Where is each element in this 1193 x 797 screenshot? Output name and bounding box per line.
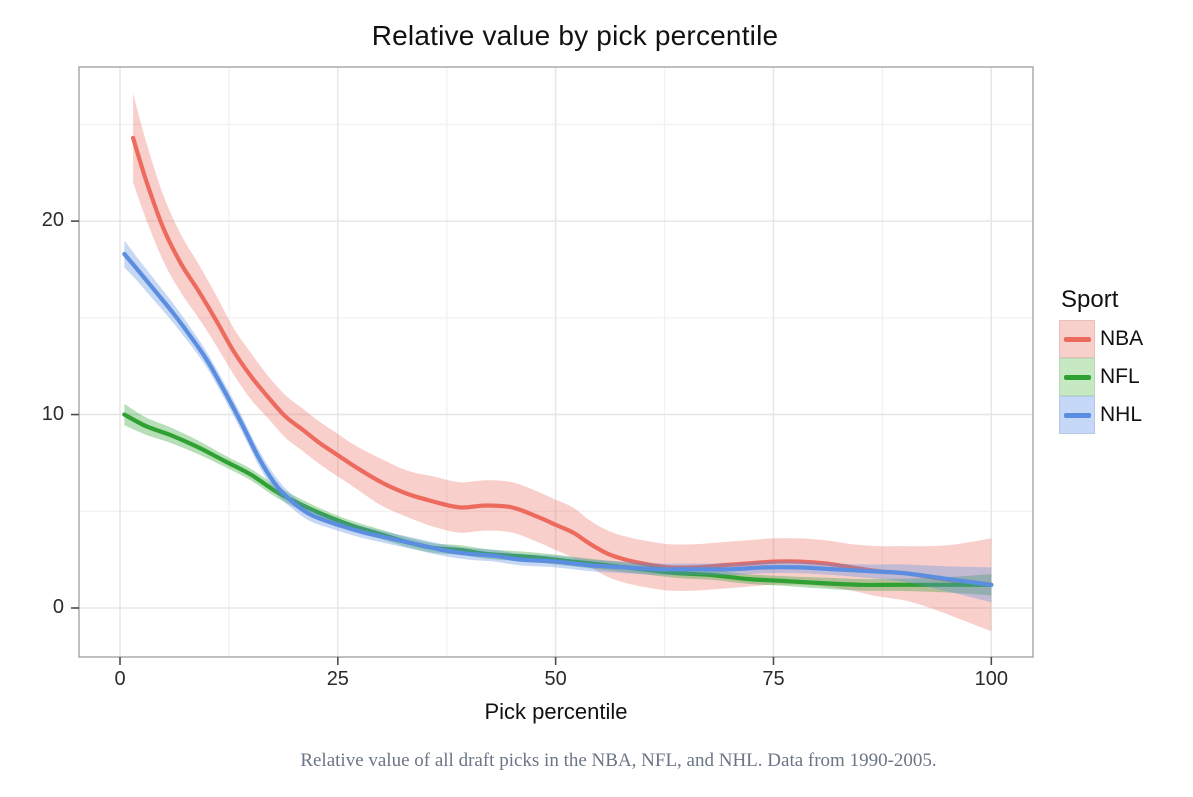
- y-tick-label: 10: [41, 402, 64, 425]
- y-tick-label: 20: [41, 209, 64, 232]
- x-axis-title: Pick percentile: [484, 699, 628, 724]
- legend-line-icon: [1063, 336, 1091, 342]
- confidence-band-nhl: [124, 240, 992, 603]
- legend-label: NHL: [1100, 403, 1143, 426]
- x-tick-label: 50: [544, 668, 567, 690]
- legend-title: Sport: [1061, 286, 1119, 313]
- figure-caption: Relative value of all draft picks in the…: [300, 750, 937, 771]
- x-tick-label: 0: [114, 668, 126, 690]
- legend-swatch-icon: [1059, 396, 1095, 434]
- legend-line-icon: [1063, 412, 1091, 418]
- legend-swatch-icon: [1059, 320, 1095, 358]
- legend-key-nba: NBA: [1059, 320, 1143, 358]
- x-tick-label: 75: [762, 668, 785, 690]
- trend-line-nba: [130, 135, 994, 587]
- x-tick-label: 25: [326, 668, 349, 690]
- legend-label: NFL: [1100, 365, 1140, 388]
- x-tick-label: 100: [974, 668, 1008, 690]
- legend-key-nfl: NFL: [1059, 358, 1143, 396]
- y-tick-label: 0: [52, 596, 64, 618]
- chart-title: Relative value by pick percentile: [371, 20, 779, 51]
- confidence-band-nfl: [124, 403, 992, 596]
- legend-swatch-icon: [1059, 358, 1095, 396]
- legend-key-nhl: NHL: [1059, 396, 1143, 434]
- legend-line-icon: [1063, 374, 1091, 380]
- legend-keys: NBA NFL NHL: [1059, 320, 1143, 434]
- confidence-band-nba: [133, 93, 992, 632]
- legend: Sport NBA NFL NHL: [1059, 286, 1143, 434]
- legend-label: NBA: [1100, 327, 1144, 350]
- trend-line-nhl: [122, 251, 994, 587]
